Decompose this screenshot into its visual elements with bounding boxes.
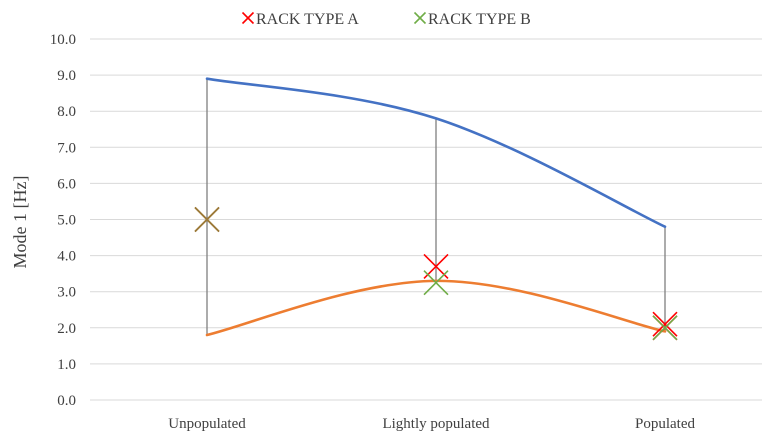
data-point-marker	[652, 311, 678, 337]
x-tick-label: Lightly populated	[382, 416, 490, 432]
drop-lines	[206, 78, 666, 336]
legend-label: RACK TYPE A	[256, 11, 359, 28]
x-axis-ticks: Unpopulated Lightly populated Populated	[168, 416, 695, 432]
y-tick-label: 10.0	[50, 32, 76, 48]
data-point-marker	[194, 206, 220, 233]
lower-line	[205, 279, 667, 337]
legend-marker-icon	[413, 11, 427, 25]
y-tick-label: 0.0	[57, 393, 76, 409]
y-tick-label: 5.0	[57, 213, 76, 229]
gridlines	[90, 38, 762, 401]
legend-label: RACK TYPE B	[428, 11, 531, 28]
y-tick-label: 2.0	[57, 321, 76, 337]
series-lines	[205, 77, 667, 337]
legend: RACK TYPE A RACK TYPE B	[241, 11, 531, 28]
y-axis-title: Mode 1 [Hz]	[10, 176, 30, 269]
series-markers	[194, 206, 678, 341]
x-tick-label: Populated	[635, 416, 695, 432]
y-tick-label: 4.0	[57, 249, 76, 265]
upper-line	[205, 77, 667, 229]
y-tick-label: 6.0	[57, 176, 76, 192]
data-point-marker	[423, 270, 449, 296]
y-tick-label: 8.0	[57, 104, 76, 120]
y-tick-label: 9.0	[57, 68, 76, 84]
y-tick-label: 1.0	[57, 357, 76, 373]
y-tick-label: 7.0	[57, 140, 76, 156]
data-point-marker	[652, 315, 678, 341]
legend-marker-icon	[241, 11, 255, 25]
y-tick-label: 3.0	[57, 285, 76, 301]
y-axis-ticks: 0.0 1.0 2.0 3.0 4.0 5.0 6.0 7.0 8.0 9.0 10.0	[50, 32, 76, 409]
x-tick-label: Unpopulated	[168, 416, 246, 432]
